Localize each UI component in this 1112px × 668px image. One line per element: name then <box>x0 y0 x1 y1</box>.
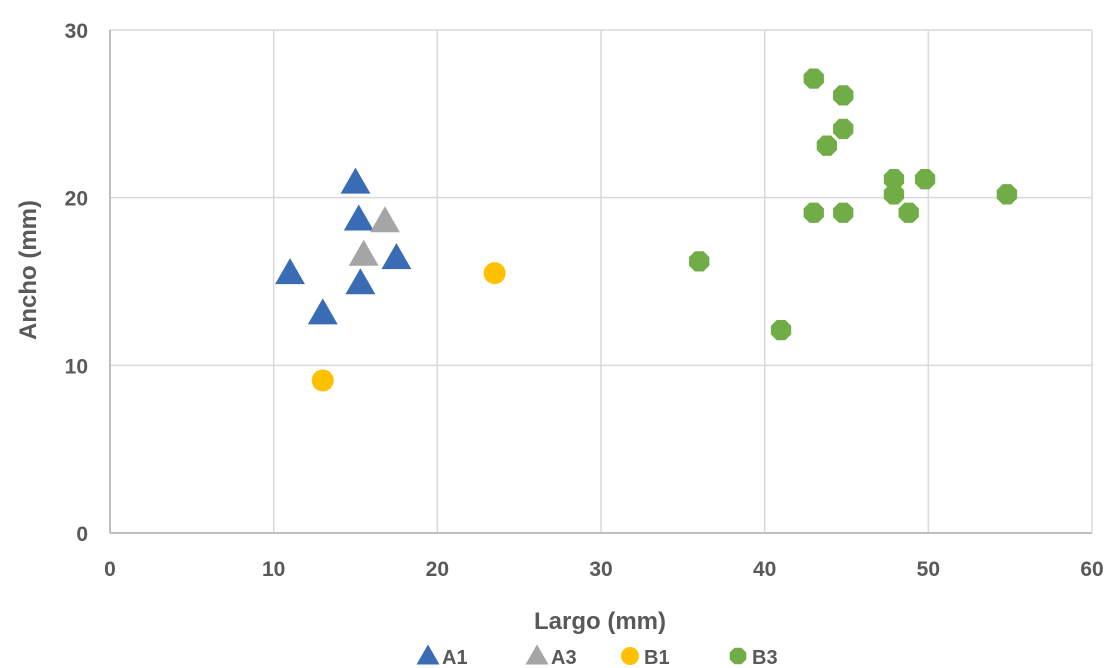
x-tick-label: 10 <box>262 558 285 581</box>
data-point-b3 <box>803 202 824 223</box>
data-point-b3 <box>914 169 936 190</box>
data-point-b3 <box>898 202 919 223</box>
data-point-a3 <box>348 239 379 266</box>
legend-marker-b3 <box>729 647 747 665</box>
data-point-b1 <box>483 262 506 285</box>
y-tick-label: 10 <box>65 355 88 378</box>
legend: A1 A3 B1 B3 <box>416 644 778 668</box>
data-point-b3 <box>883 184 905 205</box>
data-point-a1 <box>381 243 412 270</box>
data-point-b3 <box>816 135 838 156</box>
x-tick-labels: 0 10 20 30 40 50 60 <box>104 558 1104 581</box>
data-point-b3 <box>770 319 792 341</box>
data-point-a1 <box>345 268 376 295</box>
legend-label-a1: A1 <box>442 647 468 668</box>
y-tick-label: 0 <box>76 523 88 546</box>
data-point-b3 <box>996 184 1018 205</box>
y-tick-label: 20 <box>65 188 88 211</box>
y-axis-title: Ancho (mm) <box>15 200 42 340</box>
data-point-b3 <box>803 68 824 89</box>
series-b1 <box>311 262 506 392</box>
legend-item-a1: A1 <box>416 644 468 668</box>
x-tick-label: 50 <box>917 558 940 581</box>
legend-label-b1: B1 <box>644 647 670 668</box>
data-point-b3 <box>833 202 854 223</box>
series-b3 <box>689 68 1018 341</box>
y-tick-label: 30 <box>65 20 88 43</box>
legend-label-b3: B3 <box>752 647 778 668</box>
data-point-a1 <box>307 298 338 325</box>
axes <box>109 30 1092 534</box>
series-a1 <box>275 167 412 325</box>
data-point-b3 <box>689 251 710 272</box>
x-tick-label: 40 <box>753 558 776 581</box>
y-tick-labels: 0 10 20 30 <box>65 20 88 546</box>
legend-item-b3: B3 <box>729 647 778 668</box>
legend-label-a3: A3 <box>551 647 577 668</box>
data-point-a3 <box>370 206 400 233</box>
data-point-a1 <box>340 167 371 194</box>
x-axis-title: Largo (mm) <box>534 608 666 635</box>
data-point-a1 <box>343 204 374 231</box>
x-tick-label: 20 <box>426 558 449 581</box>
x-tick-label: 30 <box>589 558 612 581</box>
legend-marker-b1 <box>621 647 639 665</box>
data-point-b3 <box>833 85 854 106</box>
x-tick-label: 60 <box>1080 558 1103 581</box>
data-points <box>275 68 1018 392</box>
legend-item-b1: B1 <box>621 647 670 668</box>
data-point-b3 <box>833 118 854 140</box>
data-point-a1 <box>275 258 305 285</box>
data-point-b3 <box>883 169 905 190</box>
series-a3 <box>348 206 400 266</box>
legend-marker-a1 <box>416 644 440 665</box>
legend-marker-a3 <box>525 644 549 665</box>
x-tick-label: 0 <box>104 558 116 581</box>
data-point-b1 <box>311 369 334 392</box>
gridlines <box>110 29 1093 533</box>
legend-item-a3: A3 <box>525 644 577 668</box>
